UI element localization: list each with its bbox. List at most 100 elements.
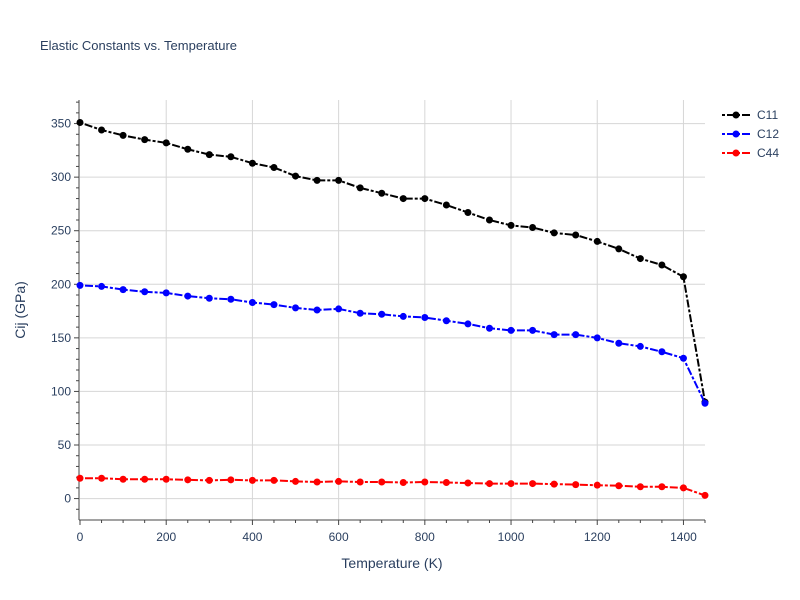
data-point-c12[interactable]: [270, 301, 278, 309]
legend-item-c12[interactable]: C12: [722, 127, 779, 141]
data-point-c11[interactable]: [507, 221, 515, 229]
data-point-c11[interactable]: [141, 136, 149, 144]
y-tick-label-6: 300: [51, 170, 71, 184]
data-point-c11[interactable]: [119, 131, 127, 139]
data-point-c44[interactable]: [141, 475, 149, 483]
data-point-c12[interactable]: [636, 342, 644, 350]
data-point-c11[interactable]: [270, 164, 278, 171]
data-point-c11[interactable]: [184, 145, 192, 153]
data-point-c12[interactable]: [485, 324, 493, 332]
data-point-c12[interactable]: [658, 348, 666, 356]
data-point-c44[interactable]: [313, 478, 321, 486]
x-tick-label-5: 1000: [498, 530, 525, 544]
data-point-c11[interactable]: [227, 153, 235, 161]
legend[interactable]: C11 C12 C44: [722, 108, 779, 160]
data-point-c44[interactable]: [421, 478, 429, 486]
data-point-c44[interactable]: [205, 476, 213, 484]
data-point-c12[interactable]: [119, 286, 127, 294]
legend-marker-c44: [732, 149, 740, 157]
data-point-c12[interactable]: [162, 289, 170, 297]
data-point-c12[interactable]: [550, 331, 558, 339]
data-point-c11[interactable]: [658, 261, 666, 269]
data-point-c11[interactable]: [248, 159, 256, 167]
data-point-c12[interactable]: [184, 292, 192, 300]
data-point-c12[interactable]: [679, 354, 687, 362]
data-point-c11[interactable]: [292, 172, 300, 180]
data-point-c11[interactable]: [550, 229, 558, 237]
data-point-c12[interactable]: [529, 326, 537, 334]
series-plot-area: [76, 119, 709, 499]
data-point-c44[interactable]: [529, 480, 537, 488]
data-point-c12[interactable]: [442, 317, 450, 325]
data-point-c11[interactable]: [615, 245, 623, 253]
data-point-c44[interactable]: [184, 476, 192, 484]
data-point-c11[interactable]: [679, 273, 687, 281]
data-point-c44[interactable]: [507, 480, 515, 488]
data-point-c12[interactable]: [421, 314, 429, 321]
data-point-c12[interactable]: [572, 331, 580, 339]
legend-item-c44[interactable]: C44: [722, 146, 779, 160]
data-point-c12[interactable]: [205, 294, 213, 302]
data-point-c12[interactable]: [356, 309, 364, 317]
data-point-c44[interactable]: [485, 480, 493, 488]
data-point-c44[interactable]: [248, 476, 256, 484]
data-point-c11[interactable]: [313, 176, 321, 184]
data-point-c12[interactable]: [76, 281, 84, 289]
data-point-c12[interactable]: [399, 312, 407, 320]
data-point-c11[interactable]: [636, 255, 644, 263]
data-point-c12[interactable]: [292, 304, 300, 312]
data-point-c44[interactable]: [464, 479, 472, 487]
data-point-c44[interactable]: [119, 475, 127, 483]
data-point-c12[interactable]: [615, 339, 623, 347]
data-point-c44[interactable]: [550, 480, 558, 488]
data-point-c12[interactable]: [227, 295, 235, 303]
data-point-c12[interactable]: [378, 310, 386, 318]
data-point-c44[interactable]: [593, 481, 601, 489]
data-point-c44[interactable]: [399, 479, 407, 486]
data-point-c44[interactable]: [701, 491, 709, 499]
data-point-c11[interactable]: [421, 195, 429, 203]
data-point-c12[interactable]: [141, 288, 149, 296]
data-point-c11[interactable]: [572, 231, 580, 239]
data-point-c12[interactable]: [313, 306, 321, 314]
data-point-c44[interactable]: [615, 482, 623, 490]
data-point-c11[interactable]: [205, 151, 213, 159]
data-point-c11[interactable]: [335, 176, 343, 184]
y-tick-label-4: 200: [51, 277, 71, 291]
data-point-c12[interactable]: [335, 305, 343, 313]
data-point-c12[interactable]: [248, 299, 256, 306]
data-point-c44[interactable]: [162, 475, 170, 483]
data-point-c11[interactable]: [464, 209, 472, 216]
data-point-c44[interactable]: [227, 476, 235, 484]
data-point-c44[interactable]: [270, 476, 278, 484]
data-point-c12[interactable]: [593, 334, 601, 342]
data-point-c11[interactable]: [399, 195, 407, 203]
data-point-c44[interactable]: [636, 483, 644, 491]
data-point-c44[interactable]: [292, 477, 300, 485]
data-point-c44[interactable]: [442, 479, 450, 486]
legend-item-c11[interactable]: C11: [722, 108, 778, 122]
data-point-c11[interactable]: [98, 126, 106, 134]
data-point-c11[interactable]: [356, 184, 364, 192]
data-point-c44[interactable]: [335, 477, 343, 485]
data-point-c11[interactable]: [162, 139, 170, 147]
data-point-c12[interactable]: [507, 326, 515, 334]
data-point-c11[interactable]: [485, 216, 493, 224]
x-tick-label-3: 600: [329, 530, 349, 544]
data-point-c12[interactable]: [464, 320, 472, 328]
data-point-c11[interactable]: [593, 237, 601, 245]
data-point-c44[interactable]: [572, 481, 580, 489]
data-point-c44[interactable]: [679, 484, 687, 492]
data-point-c44[interactable]: [356, 478, 364, 486]
data-point-c12[interactable]: [98, 282, 106, 290]
data-point-c11[interactable]: [529, 224, 537, 231]
data-point-c44[interactable]: [378, 478, 386, 486]
data-point-c11[interactable]: [378, 189, 386, 197]
data-point-c11[interactable]: [76, 119, 84, 126]
data-point-c44[interactable]: [76, 474, 84, 482]
data-point-c11[interactable]: [442, 201, 450, 209]
data-point-c12[interactable]: [701, 399, 709, 407]
data-point-c44[interactable]: [658, 483, 666, 491]
data-point-c44[interactable]: [98, 474, 106, 482]
